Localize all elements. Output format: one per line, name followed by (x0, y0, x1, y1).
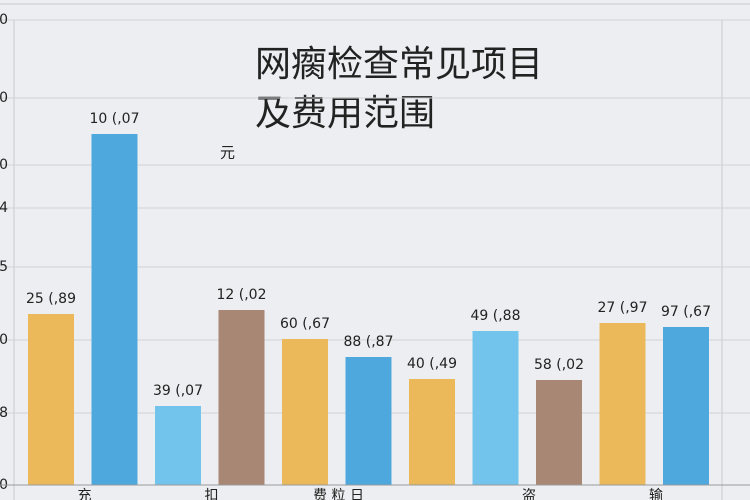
bar-text: 10 (,07 (90, 111, 140, 127)
bar (409, 379, 455, 485)
bar (282, 339, 328, 485)
bar-text: 49 (,88 (471, 308, 521, 324)
y-tick-label: 5 (0, 259, 8, 275)
bar-text: 12 (,02 (217, 287, 267, 303)
x-tick-label: 输 (649, 488, 663, 500)
unit-note: 元 (220, 144, 235, 162)
bar (155, 406, 201, 485)
bar-text: 60 (,67 (280, 316, 330, 332)
bar (91, 134, 138, 485)
bar (345, 357, 392, 485)
x-tick-label: 费 粒 日 (313, 488, 364, 500)
y-tick-label: 0 (0, 157, 8, 173)
y-tick-label: 00 (0, 90, 8, 106)
bar-text: 39 (,07 (153, 383, 203, 399)
bar-text: 88 (,87 (344, 334, 394, 350)
bar (28, 314, 74, 485)
bar (599, 323, 646, 485)
bar (663, 327, 709, 485)
chart-title: 网瘸检查常见项目 (255, 44, 543, 85)
bar-text: 25 (,89 (26, 291, 76, 307)
y-tick-label: 8 (0, 405, 8, 421)
bar (472, 331, 519, 485)
y-tick-label: 4 (0, 200, 8, 216)
y-tick-label: 0 (0, 12, 8, 28)
x-tick-label: 盗 (522, 488, 536, 500)
bar (218, 310, 265, 485)
bar-text: 27 (,97 (598, 300, 648, 316)
bar-text: 40 (,49 (407, 356, 457, 372)
x-tick-label: 扣 (205, 488, 219, 500)
y-tick-label: 0 (0, 332, 8, 348)
bar-text: 58 (,02 (534, 357, 584, 373)
x-tick-label: 充 (78, 488, 92, 500)
bar (536, 380, 582, 485)
bar-text: 97 (,67 (661, 304, 711, 320)
chart-title: 及费用范围 (255, 93, 435, 134)
